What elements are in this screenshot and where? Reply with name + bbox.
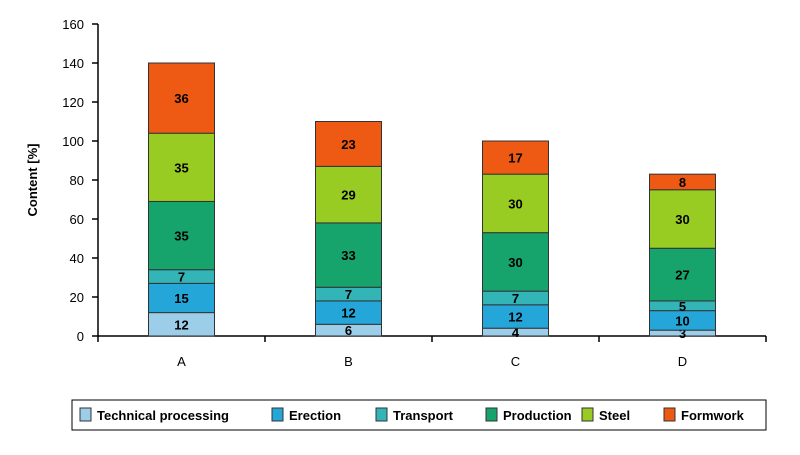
- data-label: 35: [174, 160, 188, 175]
- data-label: 12: [341, 306, 355, 321]
- bar-segment: [148, 132, 215, 202]
- bar-stack-B: 6 12 7 33 29 23: [315, 121, 382, 338]
- data-label: 7: [512, 291, 519, 306]
- legend-swatch: [485, 407, 498, 422]
- x-tick-label: C: [511, 354, 520, 369]
- bar-segment: [315, 222, 382, 288]
- legend-swatch: [375, 407, 388, 422]
- data-label: 3: [679, 326, 686, 341]
- data-label: 30: [675, 212, 689, 227]
- y-tick-label: 100: [62, 134, 84, 149]
- y-axis: 0 20 40 60 80 100 120 140 160: [62, 17, 99, 344]
- data-label: 12: [174, 317, 188, 332]
- y-tick-label: 140: [62, 56, 84, 71]
- legend-label: Technical processing: [97, 408, 229, 423]
- y-tick-label: 120: [62, 95, 84, 110]
- bar-segment: [482, 140, 549, 175]
- y-tick-label: 40: [70, 251, 84, 266]
- bar-stack-C: 412 7 30 30 17: [482, 140, 549, 340]
- bar-segment: [482, 173, 549, 234]
- legend-label: Formwork: [681, 408, 745, 423]
- legend-item: Transport: [375, 407, 454, 423]
- bar-segment: [315, 165, 382, 224]
- bar-segment: [148, 62, 215, 134]
- legend-label: Steel: [599, 408, 630, 423]
- y-axis-label: Content [%]: [25, 144, 40, 217]
- data-label: 30: [508, 255, 522, 270]
- data-label: 15: [174, 291, 188, 306]
- legend-swatch: [271, 407, 284, 422]
- data-label: 10: [675, 313, 689, 328]
- y-tick-label: 0: [77, 329, 84, 344]
- data-label: 5: [679, 299, 686, 314]
- bar-segment: [649, 173, 716, 191]
- legend: Technical processing Erection Transport Pro…: [71, 399, 767, 431]
- legend-label: Production: [503, 408, 572, 423]
- data-label: 36: [174, 91, 188, 106]
- data-label: 7: [178, 270, 185, 285]
- x-tick-label: B: [344, 354, 353, 369]
- legend-label: Erection: [289, 408, 341, 423]
- bar-segment: [315, 121, 382, 167]
- data-label: 7: [345, 287, 352, 302]
- legend-item: Technical processing: [79, 407, 229, 423]
- x-axis: A B C D: [97, 335, 767, 369]
- data-label: 27: [675, 268, 689, 283]
- bar-segment: [482, 232, 549, 292]
- y-tick-label: 20: [70, 290, 84, 305]
- data-label: 23: [341, 137, 355, 152]
- data-label: 17: [508, 151, 522, 166]
- legend-item: Formwork: [663, 407, 745, 423]
- data-label: 30: [508, 196, 522, 211]
- y-tick-label: 80: [70, 173, 84, 188]
- data-label: 33: [341, 248, 355, 263]
- y-tick-label: 60: [70, 212, 84, 227]
- legend-swatch: [663, 407, 676, 422]
- data-label: 12: [508, 310, 522, 325]
- legend-item: Production: [485, 407, 572, 423]
- data-label: 4: [512, 325, 520, 340]
- legend-item: Erection: [271, 407, 341, 423]
- legend-label: Transport: [393, 408, 454, 423]
- bar-segment: [649, 189, 716, 249]
- legend-item: Steel: [581, 407, 630, 423]
- bar-segment: [148, 200, 215, 271]
- legend-swatch: [79, 407, 92, 422]
- data-label: 29: [341, 188, 355, 203]
- data-label: 35: [174, 229, 188, 244]
- y-tick-label: 160: [62, 17, 84, 32]
- bar-stack-A: 12 15 7 35 35 36: [148, 62, 215, 337]
- legend-box: [71, 399, 767, 431]
- legend-swatch: [581, 407, 594, 422]
- data-label: 6: [345, 323, 352, 338]
- x-tick-label: D: [678, 354, 687, 369]
- x-tick-label: A: [177, 354, 186, 369]
- data-label: 8: [679, 175, 686, 190]
